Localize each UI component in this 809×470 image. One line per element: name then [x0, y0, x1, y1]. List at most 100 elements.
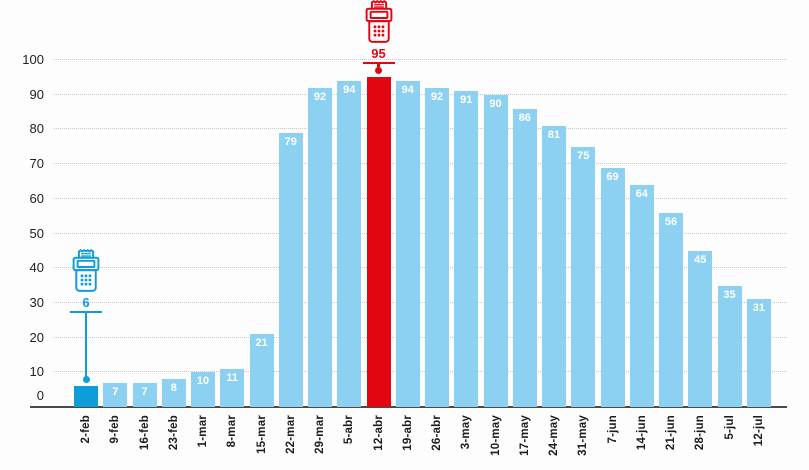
bar-column: 79 22-mar — [278, 0, 303, 454]
x-tick-text: 1-mar — [197, 415, 209, 448]
bar-column: 86 17-may — [512, 0, 537, 456]
bar: 94 — [337, 80, 362, 407]
bar-value-label: 11 — [226, 371, 239, 384]
x-tick-text: 12-jul — [752, 415, 765, 447]
x-tick-label: 26-abr — [429, 415, 445, 470]
bar-column: 45 28-jun — [688, 0, 713, 450]
x-tick-label: 5-jul — [722, 415, 738, 470]
bar-column: 75 31-may — [571, 0, 596, 456]
bar-column: 10 1-mar — [191, 0, 215, 447]
annotation-connector — [377, 64, 380, 69]
annotation-hline — [70, 310, 102, 314]
x-tick-text: 9-feb — [109, 415, 122, 444]
x-tick-label: 5-abr — [341, 415, 357, 470]
bar: 8 — [161, 379, 186, 407]
x-tick-text: 15-mar — [255, 415, 268, 454]
x-tick-label: 24-may — [546, 415, 562, 470]
annotation-hline — [362, 61, 395, 65]
bar-value-label: 94 — [343, 83, 356, 96]
bar: 10 — [191, 372, 215, 407]
gridline — [54, 59, 787, 60]
bar-column: 94 5-abr — [337, 0, 362, 444]
bar-value-label: 75 — [577, 149, 590, 162]
x-tick-label: 2-feb — [78, 415, 94, 470]
gridline — [54, 267, 787, 269]
bar-column: 94 19-abr — [395, 0, 420, 451]
bar-value-label: 69 — [606, 170, 619, 183]
x-tick-label: 8-mar — [224, 415, 240, 470]
bar: 94 — [395, 80, 420, 407]
bar-value-label: 86 — [518, 111, 531, 124]
x-tick-label: 23-feb — [166, 415, 182, 470]
y-tick-label: 20 — [29, 329, 44, 345]
bar: 86 — [512, 108, 537, 407]
x-tick-text: 29-mar — [314, 415, 326, 454]
bar: 64 — [629, 184, 654, 407]
bar-column: 92 26-abr — [425, 0, 449, 451]
bar-column: 21 15-mar — [249, 0, 274, 454]
bar: 11 — [220, 368, 245, 407]
x-tick-text: 21-jun — [665, 415, 677, 451]
bar-column: 31 12-jul — [746, 0, 771, 446]
pos-terminal-icon — [72, 248, 100, 292]
bar: 7 — [132, 382, 157, 407]
bar-value-label: 7 — [141, 385, 148, 398]
y-tick-label: 0 — [36, 388, 44, 403]
bar: 79 — [278, 132, 303, 407]
x-tick-label: 28-jun — [692, 415, 708, 470]
gridline — [54, 128, 787, 130]
y-tick-label: 100 — [22, 52, 44, 67]
bar: 75 — [571, 146, 596, 407]
x-tick-text: 7-jun — [606, 415, 619, 444]
bar: 45 — [688, 250, 713, 407]
bar-value-label: 94 — [401, 83, 414, 96]
bar: 92 — [308, 87, 332, 407]
x-tick-label: 29-mar — [312, 415, 328, 470]
x-tick-text: 14-jun — [635, 415, 648, 451]
bar: 81 — [542, 125, 566, 407]
bar-column: 12-abr 95 — [362, 0, 395, 451]
bar-column: 8 23-feb — [161, 0, 186, 450]
bar-value-label: 91 — [460, 94, 473, 107]
x-axis-line — [30, 406, 787, 408]
x-tick-text: 23-feb — [167, 415, 180, 451]
bar-value-label: 45 — [694, 253, 707, 266]
x-tick-label: 3-may — [458, 415, 474, 470]
y-tick-label: 50 — [29, 225, 44, 241]
x-tick-text: 22-mar — [284, 415, 297, 454]
bar-value-label: 64 — [635, 187, 648, 200]
x-tick-text: 24-may — [548, 415, 560, 456]
x-tick-text: 12-abr — [372, 415, 385, 451]
plot-area: 0 10 20 30 40 50 60 70 80 90 100 2-feb 6 7 9-feb 7 16-f… — [22, 0, 787, 456]
x-tick-text: 2-feb — [80, 415, 92, 444]
bar: 7 — [103, 382, 128, 407]
x-tick-label: 12-jul — [751, 415, 767, 470]
gridline — [54, 93, 787, 95]
gridline — [54, 301, 787, 303]
bar-column: 56 21-jun — [659, 0, 683, 450]
bar: 21 — [249, 334, 274, 407]
bar: 91 — [454, 91, 479, 407]
gridline — [54, 371, 787, 373]
bar-column: 2-feb 6 — [70, 0, 102, 443]
x-tick-text: 17-may — [518, 415, 531, 456]
x-tick-label: 12-abr — [371, 415, 387, 470]
x-tick-text: 3-may — [460, 415, 473, 450]
bar-value-label: 81 — [547, 128, 561, 141]
bar-column: 7 16-feb — [132, 0, 157, 450]
bar-column: 35 5-jul — [717, 0, 742, 440]
x-tick-text: 26-abr — [431, 415, 443, 451]
bar-column: 11 8-mar — [220, 0, 245, 447]
x-tick-label: 17-may — [517, 415, 533, 470]
x-tick-label: 31-may — [575, 415, 591, 470]
x-tick-label: 7-jun — [605, 415, 621, 470]
x-tick-text: 5-jul — [723, 415, 736, 440]
bar: 69 — [600, 167, 625, 407]
x-tick-label: 21-jun — [663, 415, 679, 470]
bar: 90 — [483, 94, 508, 407]
bar-value-label: 56 — [664, 215, 678, 228]
gridline — [54, 336, 787, 338]
x-tick-text: 16-feb — [138, 415, 151, 451]
annotation-value: 95 — [371, 45, 386, 61]
y-tick-label: 40 — [29, 260, 44, 276]
